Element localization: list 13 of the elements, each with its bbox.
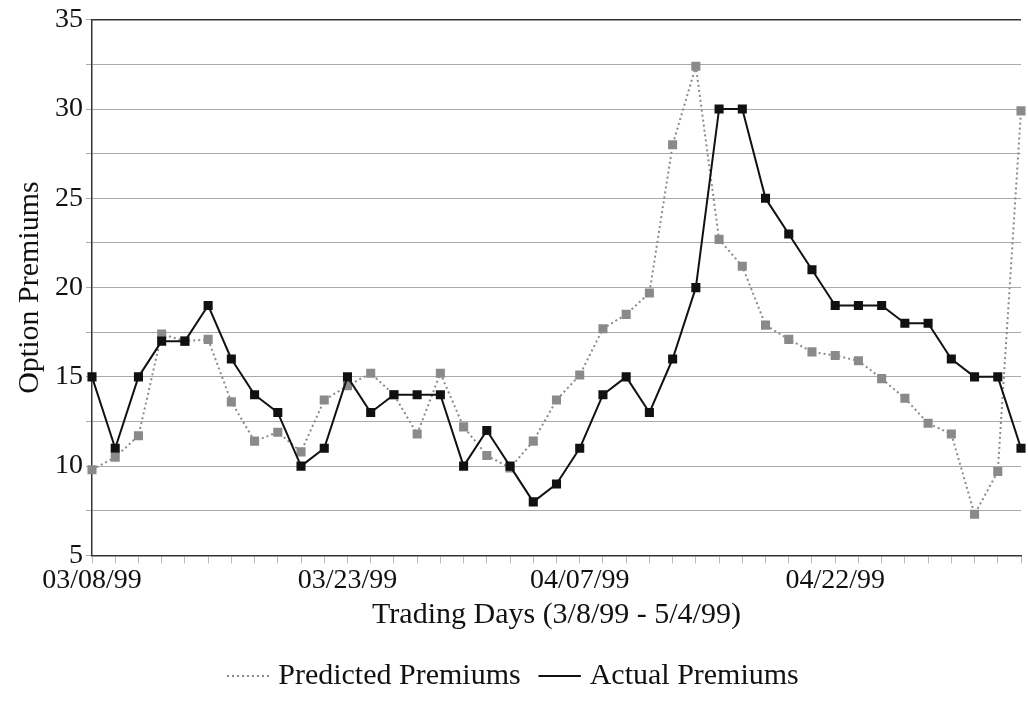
legend-label: Actual Premiums: [589, 656, 799, 690]
y-tick-label: 20: [55, 269, 83, 301]
x-axis-title: Trading Days (3/8/99 - 5/4/99): [372, 595, 741, 630]
legend-label: Predicted Premiums: [278, 656, 521, 690]
x-tick-label: 03/23/99: [297, 562, 398, 594]
y-tick-label: 15: [55, 359, 83, 391]
x-tick-label: 04/22/99: [785, 562, 885, 594]
y-tick-label: 35: [55, 2, 83, 34]
y-tick-label: 25: [55, 180, 83, 212]
y-tick-label: 30: [55, 91, 83, 123]
x-tick-label: 04/07/99: [529, 562, 630, 594]
y-axis-title: Option Premiums: [10, 181, 44, 394]
y-tick-label: 10: [55, 448, 83, 480]
